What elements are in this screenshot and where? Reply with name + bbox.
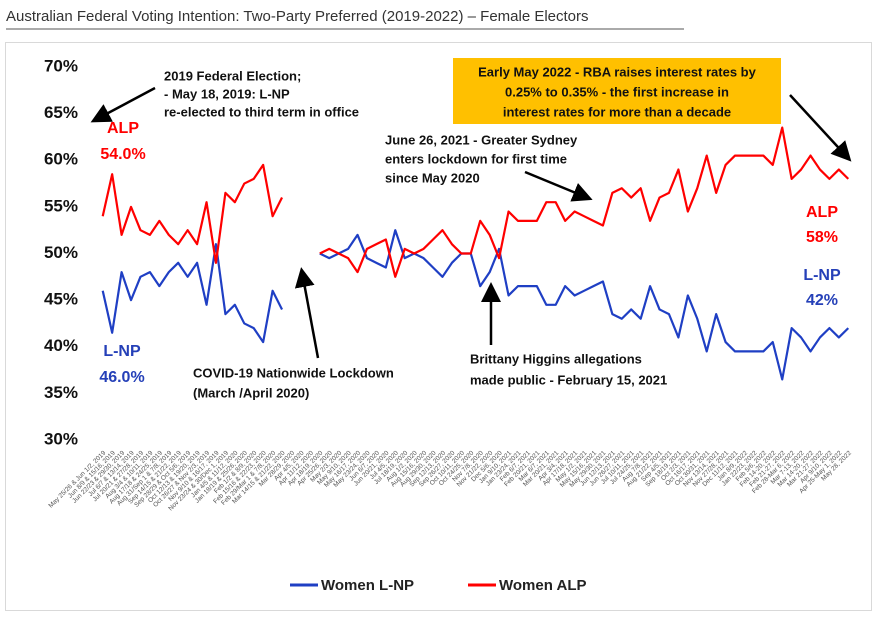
- annotation: ALP: [107, 120, 139, 137]
- annotation: L-NP: [803, 267, 841, 284]
- arrow: [524, 170, 593, 202]
- arrow: [789, 94, 852, 162]
- annotation: 58%: [806, 229, 838, 246]
- annotation: 42%: [806, 292, 838, 309]
- y-tick-label: 40%: [44, 336, 78, 355]
- annotation: (March /April 2020): [193, 385, 309, 400]
- annotation: Brittany Higgins allegations: [470, 351, 642, 366]
- y-tick-label: 65%: [44, 103, 78, 122]
- chart-title: Australian Federal Voting Intention: Two…: [6, 8, 589, 25]
- highlight-box: [453, 58, 781, 124]
- annotation: since May 2020: [385, 170, 480, 185]
- chart-frame: [5, 42, 872, 611]
- y-tick-label: 35%: [44, 383, 78, 402]
- series-line: [101, 229, 850, 381]
- annotation: ALP: [806, 204, 838, 221]
- annotation: COVID-19 Nationwide Lockdown: [193, 365, 394, 380]
- annotation: enters lockdown for first time: [385, 151, 567, 166]
- series-line: [101, 126, 850, 278]
- annotation: re-elected to third term in office: [164, 104, 359, 119]
- arrow: [294, 267, 320, 359]
- y-tick-label: 55%: [44, 196, 78, 215]
- legend-label: Women ALP: [499, 577, 587, 594]
- y-tick-label: 30%: [44, 429, 78, 448]
- annotation: Early May 2022 - RBA raises interest rat…: [478, 64, 756, 79]
- y-tick-label: 70%: [44, 56, 78, 75]
- y-tick-label: 60%: [44, 150, 78, 169]
- annotation: 2019 Federal Election;: [164, 68, 301, 83]
- annotation: 54.0%: [100, 146, 145, 163]
- legend-label: Women L-NP: [321, 577, 414, 594]
- annotation: made public - February 15, 2021: [470, 372, 667, 387]
- y-tick-label: 50%: [44, 243, 78, 262]
- annotations: 2019 Federal Election; - May 18, 2019: L-…: [99, 64, 841, 400]
- annotation: interest rates for more than a decade: [503, 104, 731, 119]
- annotation: June 26, 2021 - Greater Sydney: [385, 132, 578, 147]
- y-tick-label: 45%: [44, 290, 78, 309]
- annotation: L-NP: [103, 343, 141, 360]
- annotation: 46.0%: [99, 369, 144, 386]
- annotation: - May 18, 2019: L-NP: [164, 86, 290, 101]
- arrow: [90, 86, 156, 123]
- annotation: 0.25% to 0.35% - the first increase in: [505, 84, 729, 99]
